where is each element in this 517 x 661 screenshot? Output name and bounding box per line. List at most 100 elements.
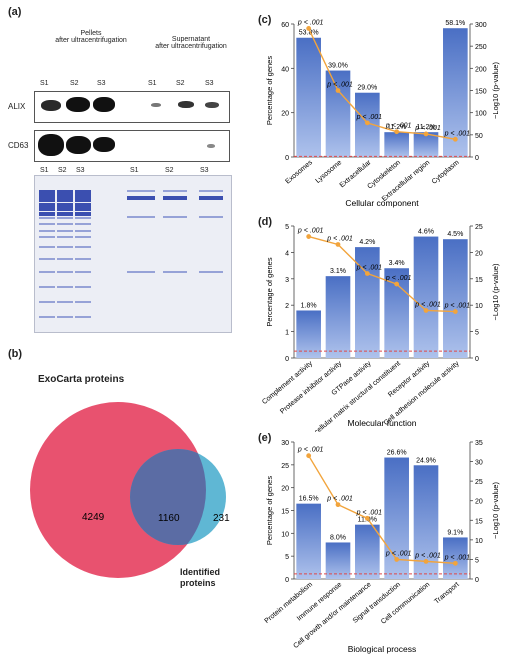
pvalue-label: p < .001: [444, 303, 471, 310]
bar-value-label: 29.0%: [357, 85, 377, 92]
gel-lane-label: S2: [58, 167, 67, 174]
gel-band: [39, 236, 55, 238]
pvalue-label: p < .001: [356, 509, 383, 516]
pvalue-point: [306, 234, 312, 239]
gel-band: [57, 190, 73, 194]
y-axis-title: Percentage of genes: [265, 476, 274, 545]
gel-band: [39, 246, 55, 248]
y2-tick-label: 300: [475, 22, 487, 29]
identified-label: Identified proteins: [180, 567, 220, 589]
y-tick-label: 20: [281, 111, 289, 118]
gel-band: [57, 230, 73, 232]
bar-value-label: 9.1%: [447, 529, 463, 536]
y-tick-label: 2: [285, 303, 289, 310]
y2-tick-label: 50: [475, 133, 483, 140]
gel-band: [57, 198, 73, 202]
gel-band: [39, 212, 55, 216]
pvalue-point: [423, 131, 429, 137]
pvalue-point: [335, 502, 341, 508]
panel-d-label: (d): [258, 216, 273, 228]
supernatant-title-line1: Supernatant: [171, 36, 211, 43]
pvalue-point: [364, 120, 370, 126]
y-tick-label: 15: [281, 509, 289, 516]
gel-lane-label: S3: [200, 167, 209, 174]
bar-value-label: 3.1%: [330, 268, 346, 275]
gel-band: [57, 207, 73, 211]
gel-band: [39, 316, 55, 318]
y2-tick-label: 35: [475, 440, 483, 447]
category-label: Transport: [433, 581, 460, 605]
pvalue-point: [452, 136, 458, 142]
pvalue-point: [335, 242, 341, 247]
pvalue-label: p < .001: [356, 265, 383, 272]
gel-band: [75, 223, 91, 225]
bar: [443, 239, 468, 358]
gel-band: [57, 217, 73, 219]
pvalue-label: p < .001: [326, 235, 353, 242]
pvalue-label: p < .001: [385, 275, 412, 282]
y2-tick-label: 0: [475, 356, 479, 363]
gel-band: [75, 212, 91, 216]
y-tick-label: 3: [285, 277, 289, 284]
chart-title: Cellular component: [345, 198, 419, 208]
blot-lane-label: S3: [205, 80, 214, 87]
venn-count-exocarta: 4249: [82, 512, 105, 523]
blot-lane-label: S1: [40, 80, 49, 87]
pvalue-point: [335, 88, 341, 93]
pvalue-label: p < .001: [297, 19, 324, 26]
gel-band: [39, 286, 55, 288]
gel-band: [75, 246, 91, 248]
bar-value-label: 11.2%: [416, 124, 435, 131]
bar: [296, 310, 321, 358]
biological-process-chart: 0 5 10 15 20 25 30 0 5 10 15 20 25 30 35 Percentage of …: [264, 440, 500, 654]
category-label: Exosomes: [284, 159, 314, 186]
pvalue-point: [452, 560, 458, 566]
panel-a-label: (a): [8, 6, 22, 18]
y2-tick-label: 25: [475, 224, 483, 231]
gel-lane-label: S1: [40, 167, 49, 174]
pvalue-label: p < .001: [385, 550, 412, 557]
alix-blot: [34, 91, 230, 123]
y2-tick-label: 5: [475, 330, 479, 337]
cellular-component-chart: 0 20 40 60 0 50 100 150 200 250 300 Percentage of g…: [265, 19, 500, 208]
panel-e-label: (e): [258, 432, 272, 444]
y2-tick-label: 20: [475, 499, 483, 506]
y-tick-label: 0: [285, 356, 289, 363]
y2-tick-label: 5: [475, 557, 479, 564]
pvalue-point: [452, 309, 458, 314]
blot-band: [207, 144, 215, 148]
pvalue-point: [306, 453, 312, 459]
bar-value-label: 8.0%: [330, 534, 346, 541]
y-axis-title: Percentage of genes: [265, 56, 274, 125]
venn-diagram: 4249 1160 231: [30, 402, 230, 578]
gel-band: [75, 217, 91, 219]
bar-value-label: 4.6%: [418, 229, 434, 236]
gel-band: [199, 196, 223, 200]
gel-band: [75, 194, 91, 198]
category-label: Lysosome: [315, 159, 344, 185]
gel-band: [57, 301, 73, 303]
gel-band: [75, 190, 91, 194]
bar-value-label: 1.8%: [301, 302, 317, 309]
blot-row-label-cd63: CD63: [8, 141, 29, 150]
y2-tick-label: 250: [475, 44, 487, 51]
venn-count-overlap: 1160: [158, 513, 180, 524]
y-tick-label: 4: [285, 250, 289, 257]
bar-value-label: 4.5%: [447, 231, 463, 238]
gel-band: [57, 223, 73, 225]
identified-label-line2: proteins: [180, 578, 216, 588]
y2-tick-label: 0: [475, 577, 479, 584]
gel-band: [75, 316, 91, 318]
bar: [413, 236, 439, 358]
pvalue-label: p < .001: [326, 82, 353, 89]
sds-page-gel: [34, 175, 232, 333]
gel-band: [39, 190, 55, 194]
gel-band: [39, 217, 55, 219]
gel-band: [75, 207, 91, 211]
blot-lane-label: S2: [176, 80, 185, 87]
gel-band: [127, 271, 155, 273]
blot-lane-label: S2: [70, 80, 79, 87]
y-tick-label: 40: [281, 66, 289, 73]
panel-c-label: (c): [258, 14, 272, 26]
gel-band: [57, 271, 73, 273]
